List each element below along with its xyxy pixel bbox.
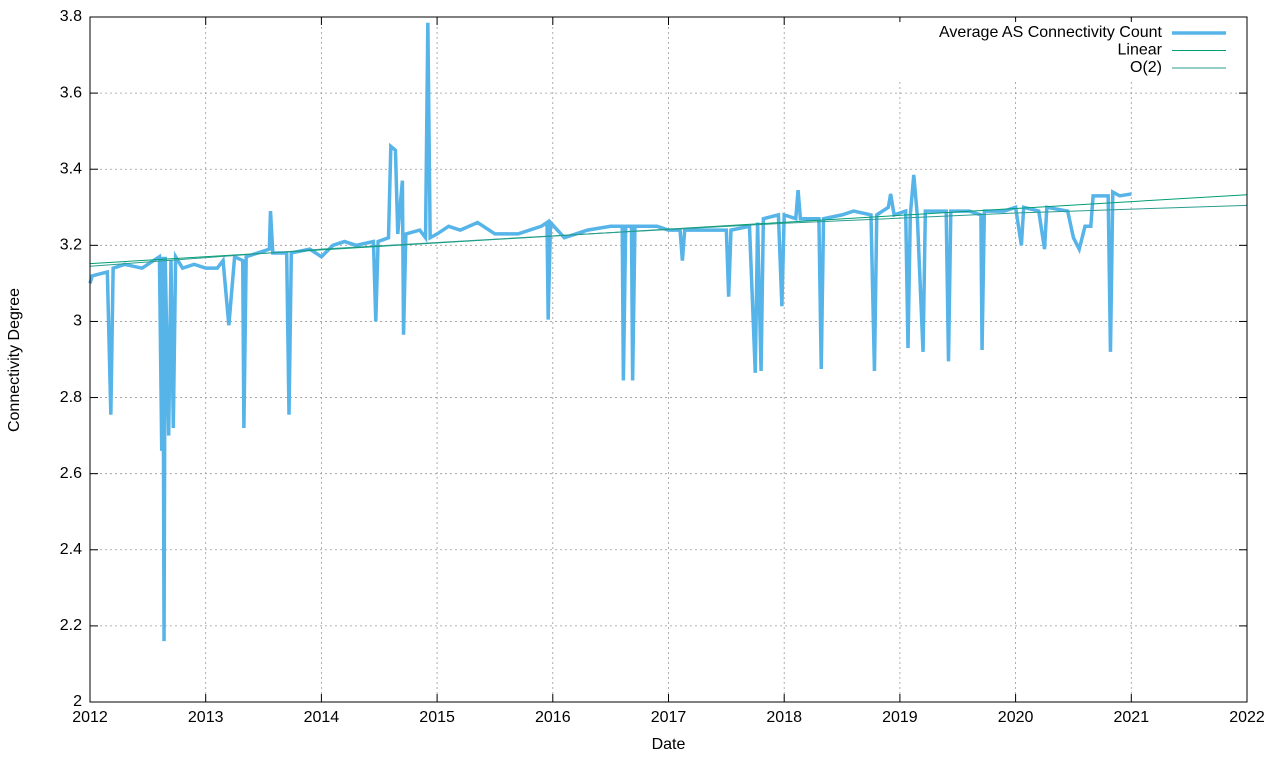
y-tick-label: 3.6 — [60, 84, 82, 101]
y-tick-label: 2 — [73, 693, 82, 710]
y-tick-label: 2.2 — [60, 617, 82, 634]
legend-label: O(2) — [1130, 59, 1162, 76]
series-line — [88, 22, 1132, 642]
x-tick-label: 2021 — [1114, 709, 1150, 726]
x-tick-label: 2020 — [998, 709, 1034, 726]
x-tick-label: 2019 — [882, 709, 918, 726]
series-line — [89, 204, 1248, 267]
legend-label: Average AS Connectivity Count — [939, 24, 1163, 41]
x-tick-label: 2018 — [766, 709, 802, 726]
y-tick-label: 3.2 — [60, 237, 82, 254]
legend-label: Linear — [1118, 42, 1163, 59]
y-tick-label: 3.4 — [60, 160, 82, 177]
x-tick-label: 2012 — [72, 709, 108, 726]
y-tick-label: 3.8 — [60, 8, 82, 25]
y-tick-label: 3 — [73, 313, 82, 330]
x-tick-label: 2015 — [419, 709, 455, 726]
y-axis-label: Connectivity Degree — [6, 288, 23, 432]
x-tick-label: 2017 — [651, 709, 687, 726]
x-tick-label: 2014 — [304, 709, 340, 726]
plot-frame — [89, 16, 1248, 703]
y-tick-label: 2.6 — [60, 465, 82, 482]
x-axis-label: Date — [652, 736, 686, 753]
y-tick-label: 2.8 — [60, 389, 82, 406]
x-tick-label: 2013 — [188, 709, 224, 726]
y-tick-label: 2.4 — [60, 541, 82, 558]
x-tick-label: 2016 — [535, 709, 571, 726]
x-tick-label: 2022 — [1229, 709, 1265, 726]
